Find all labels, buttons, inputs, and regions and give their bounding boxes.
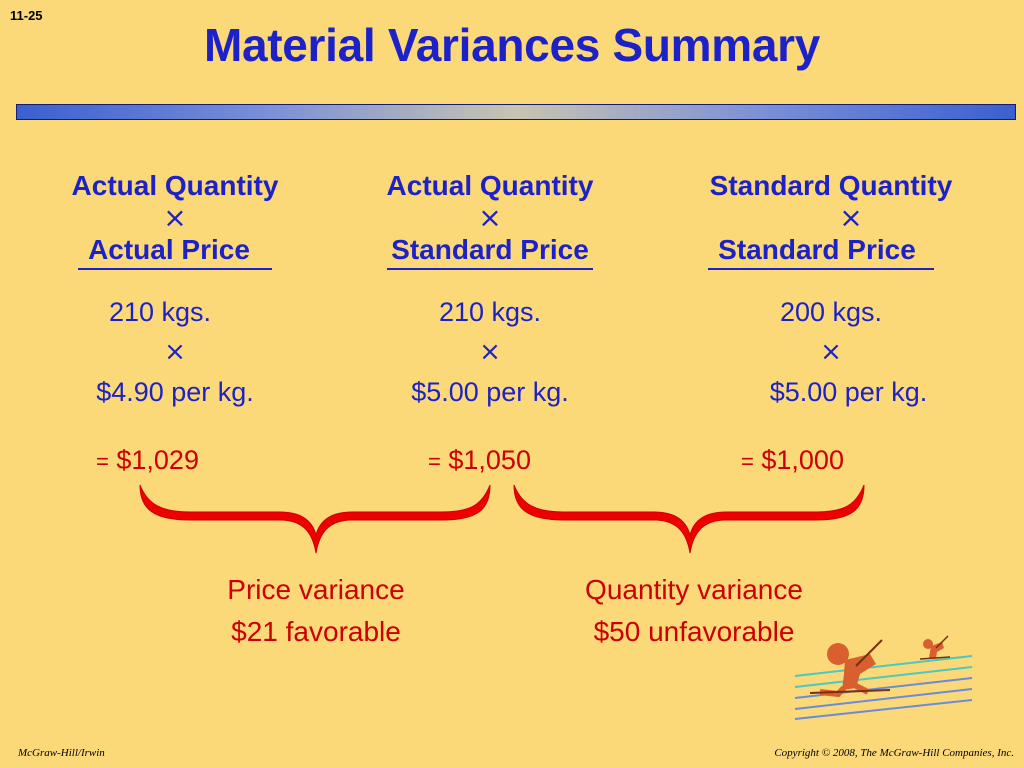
quantity-variance-label: Quantity variance xyxy=(585,574,803,605)
result-value: $1,029 xyxy=(116,445,199,475)
result-value: $1,050 xyxy=(448,445,531,475)
price-variance-label: Price variance xyxy=(227,574,405,605)
slide-title: Material Variances Summary xyxy=(203,19,821,71)
title-divider-bar xyxy=(16,104,1016,120)
result-value: $1,000 xyxy=(761,445,844,475)
column-header-bottom: Standard Price xyxy=(708,234,934,270)
quantity-variance-amount: $50 unfavorable xyxy=(593,616,795,647)
price-variance-brace xyxy=(139,484,491,554)
price-variance: Price variance $21 favorable xyxy=(176,569,456,653)
column-header-top: Actual Quantity xyxy=(386,170,594,201)
price-value: $5.00 per kg. xyxy=(769,377,928,407)
equals-sign: = xyxy=(96,449,109,474)
multiply-operator: × xyxy=(478,201,502,234)
multiply-operator: × xyxy=(820,337,842,367)
result-standard-standard: = $1,000 xyxy=(741,445,844,476)
column-standard-standard: Standard Quantity × Standard Price 200 k… xyxy=(676,170,986,412)
price-value: $4.90 per kg. xyxy=(96,377,254,407)
equals-sign: = xyxy=(741,449,754,474)
multiply-operator: × xyxy=(839,201,863,234)
multiply-operator: × xyxy=(163,201,187,234)
quantity-value: 210 kgs. xyxy=(438,297,542,327)
column-header-bottom: Actual Price xyxy=(78,234,272,270)
quantity-variance: Quantity variance $50 unfavorable xyxy=(534,569,854,653)
column-header-bottom: Standard Price xyxy=(387,234,593,270)
column-actual-standard: Actual Quantity × Standard Price 210 kgs… xyxy=(355,170,625,412)
skier-clipart-icon xyxy=(794,635,973,720)
result-actual-standard: = $1,050 xyxy=(428,445,531,476)
quantity-value: 210 kgs. xyxy=(108,297,212,327)
multiply-operator: × xyxy=(479,337,501,367)
footer-publisher: McGraw-Hill/Irwin xyxy=(18,747,105,759)
column-actual-actual: Actual Quantity × Actual Price 210 kgs. … xyxy=(40,170,310,412)
equals-sign: = xyxy=(428,449,441,474)
multiply-operator: × xyxy=(164,337,186,367)
price-variance-amount: $21 favorable xyxy=(231,616,401,647)
slide-number: 11-25 xyxy=(10,8,43,23)
result-actual-actual: = $1,029 xyxy=(96,445,199,476)
quantity-value: 200 kgs. xyxy=(779,297,883,327)
footer-copyright: Copyright © 2008, The McGraw-Hill Compan… xyxy=(774,747,1014,759)
column-header-top: Actual Quantity xyxy=(71,170,279,201)
quantity-variance-brace xyxy=(513,484,865,554)
price-value: $5.00 per kg. xyxy=(411,377,569,407)
column-header-top: Standard Quantity xyxy=(709,170,953,201)
